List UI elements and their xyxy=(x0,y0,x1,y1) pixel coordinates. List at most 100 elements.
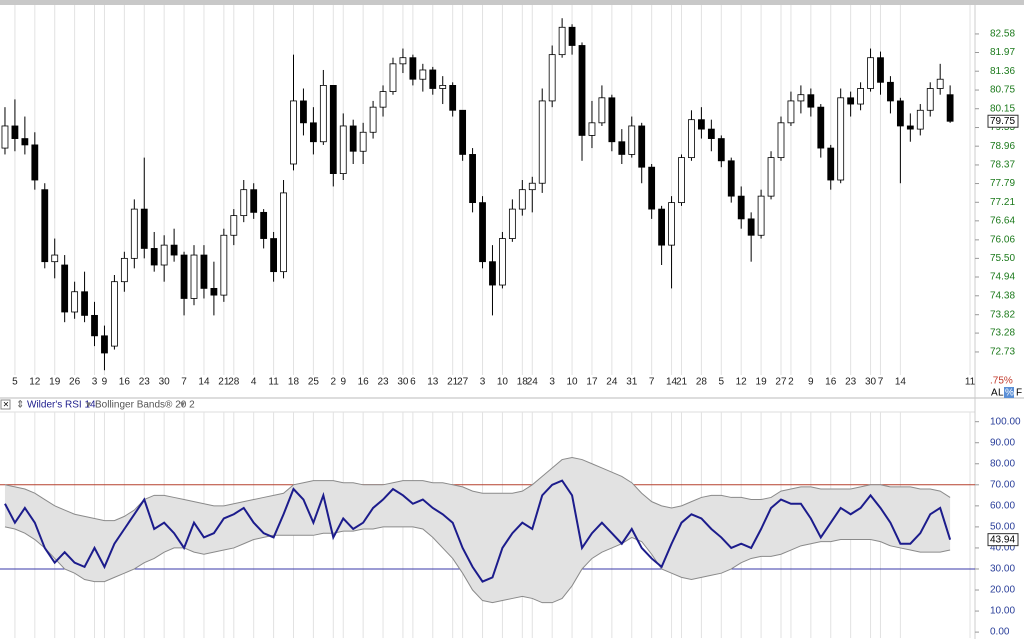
candle-body xyxy=(61,264,69,313)
close-icon: × xyxy=(3,400,9,411)
y-tick-label: 73.82 xyxy=(990,309,1015,320)
x-tick-label: 7 xyxy=(878,377,884,388)
close-button[interactable] xyxy=(0,399,11,410)
y-tick-label: 72.73 xyxy=(990,347,1015,358)
y-tick-label: 77.79 xyxy=(990,178,1015,189)
candle-body xyxy=(837,97,845,181)
candle-body xyxy=(508,208,516,239)
candle-body xyxy=(280,192,287,273)
x-tick-label: 7 xyxy=(649,377,655,388)
candle-body xyxy=(300,100,307,124)
candle-body xyxy=(1,125,9,149)
x-tick-label: 5 xyxy=(12,377,18,388)
candle-body xyxy=(887,81,894,102)
y-tick-label: 80.00 xyxy=(990,458,1015,469)
candle-body xyxy=(688,119,695,159)
candle-body xyxy=(648,166,656,210)
candle-body xyxy=(120,257,128,283)
candle-body xyxy=(598,97,606,124)
x-tick-label: 24 xyxy=(527,377,539,388)
candle-body xyxy=(409,57,417,80)
y-tick-label: 70.00 xyxy=(990,479,1015,490)
x-tick-label: 13 xyxy=(427,377,439,388)
candle-body xyxy=(429,69,437,89)
candle-body xyxy=(777,122,785,159)
candle-body xyxy=(698,119,705,130)
last-value-label: 79.75 xyxy=(990,116,1015,127)
candle-body xyxy=(270,238,277,273)
candle-body xyxy=(877,57,884,83)
toolbar-button[interactable]: % xyxy=(1005,388,1014,399)
candle-body xyxy=(190,254,198,299)
x-tick-label: 30 xyxy=(397,377,409,388)
legend-rsi[interactable]: Wilder's RSI 14 xyxy=(27,400,96,411)
candle-body xyxy=(668,202,675,246)
candle-body xyxy=(111,281,118,347)
candle-body xyxy=(558,26,566,56)
x-tick-label: 14 xyxy=(198,377,210,388)
candle-body xyxy=(857,88,864,105)
last-value-box xyxy=(987,533,1019,547)
x-tick-label: 9 xyxy=(808,377,814,388)
y-tick-label: 60.00 xyxy=(990,500,1015,511)
y-tick-label: 30.00 xyxy=(990,564,1015,575)
x-tick-label: 25 xyxy=(308,377,320,388)
candle-body xyxy=(359,131,367,152)
x-tick-label: 16 xyxy=(119,377,131,388)
legend-arrow[interactable]: ▾ xyxy=(86,400,91,411)
toolbar-button[interactable]: L xyxy=(998,388,1004,399)
y-tick-label: 90.00 xyxy=(990,437,1015,448)
candle-body xyxy=(339,125,347,174)
x-tick-label: 9 xyxy=(102,377,108,388)
x-tick-label: 23 xyxy=(377,377,389,388)
y-tick-label: 80.75 xyxy=(990,85,1015,96)
x-tick-label: 21 xyxy=(676,377,688,388)
candle-body xyxy=(319,85,327,143)
band-fill xyxy=(4,457,951,603)
candle-body xyxy=(499,238,506,286)
x-tick-label: 10 xyxy=(497,377,509,388)
last-value-label: 43.94 xyxy=(990,534,1015,545)
candle-body xyxy=(250,189,258,213)
candle-body xyxy=(419,69,427,80)
legend-arrow[interactable]: ▾ xyxy=(180,400,185,411)
x-tick-label: 28 xyxy=(696,377,708,388)
candle-body xyxy=(101,335,108,354)
candle-body xyxy=(797,94,805,102)
candle-body xyxy=(757,195,765,236)
x-tick-label: 27 xyxy=(457,377,469,388)
candle-body xyxy=(160,244,168,266)
rsi-line xyxy=(4,479,952,583)
candle-body xyxy=(379,91,387,108)
x-tick-label: 18 xyxy=(288,377,300,388)
candle-body xyxy=(906,125,914,130)
toolbar-button[interactable]: F xyxy=(1016,388,1022,399)
legend-bb[interactable]: Bollinger Bands® 20 2 xyxy=(95,400,195,411)
candle-body xyxy=(658,208,666,246)
candle-body xyxy=(916,109,924,130)
candle-body xyxy=(240,189,248,217)
y-tick-label: 50.00 xyxy=(990,522,1015,533)
candle-body xyxy=(827,147,835,181)
candle-body xyxy=(81,291,88,316)
candle-body xyxy=(727,160,735,197)
candle-body xyxy=(309,122,317,143)
candle-body xyxy=(538,100,546,184)
candle-body xyxy=(51,254,59,263)
y-tick-label: 100.00 xyxy=(990,416,1021,427)
candle-body xyxy=(628,125,636,155)
x-tick-label: 16 xyxy=(358,377,370,388)
x-tick-label: 12 xyxy=(736,377,748,388)
candle-body xyxy=(459,109,467,155)
last-value-box xyxy=(987,114,1019,128)
candle-body xyxy=(747,218,755,236)
candle-body xyxy=(946,94,954,122)
x-tick-label: 2 xyxy=(331,377,337,388)
toolbar-button[interactable]: A xyxy=(991,388,998,399)
candle-body xyxy=(31,144,39,181)
candle-body xyxy=(638,125,646,168)
candle-body xyxy=(518,189,526,210)
x-tick-label: 30 xyxy=(159,377,171,388)
candle-body xyxy=(896,100,904,127)
